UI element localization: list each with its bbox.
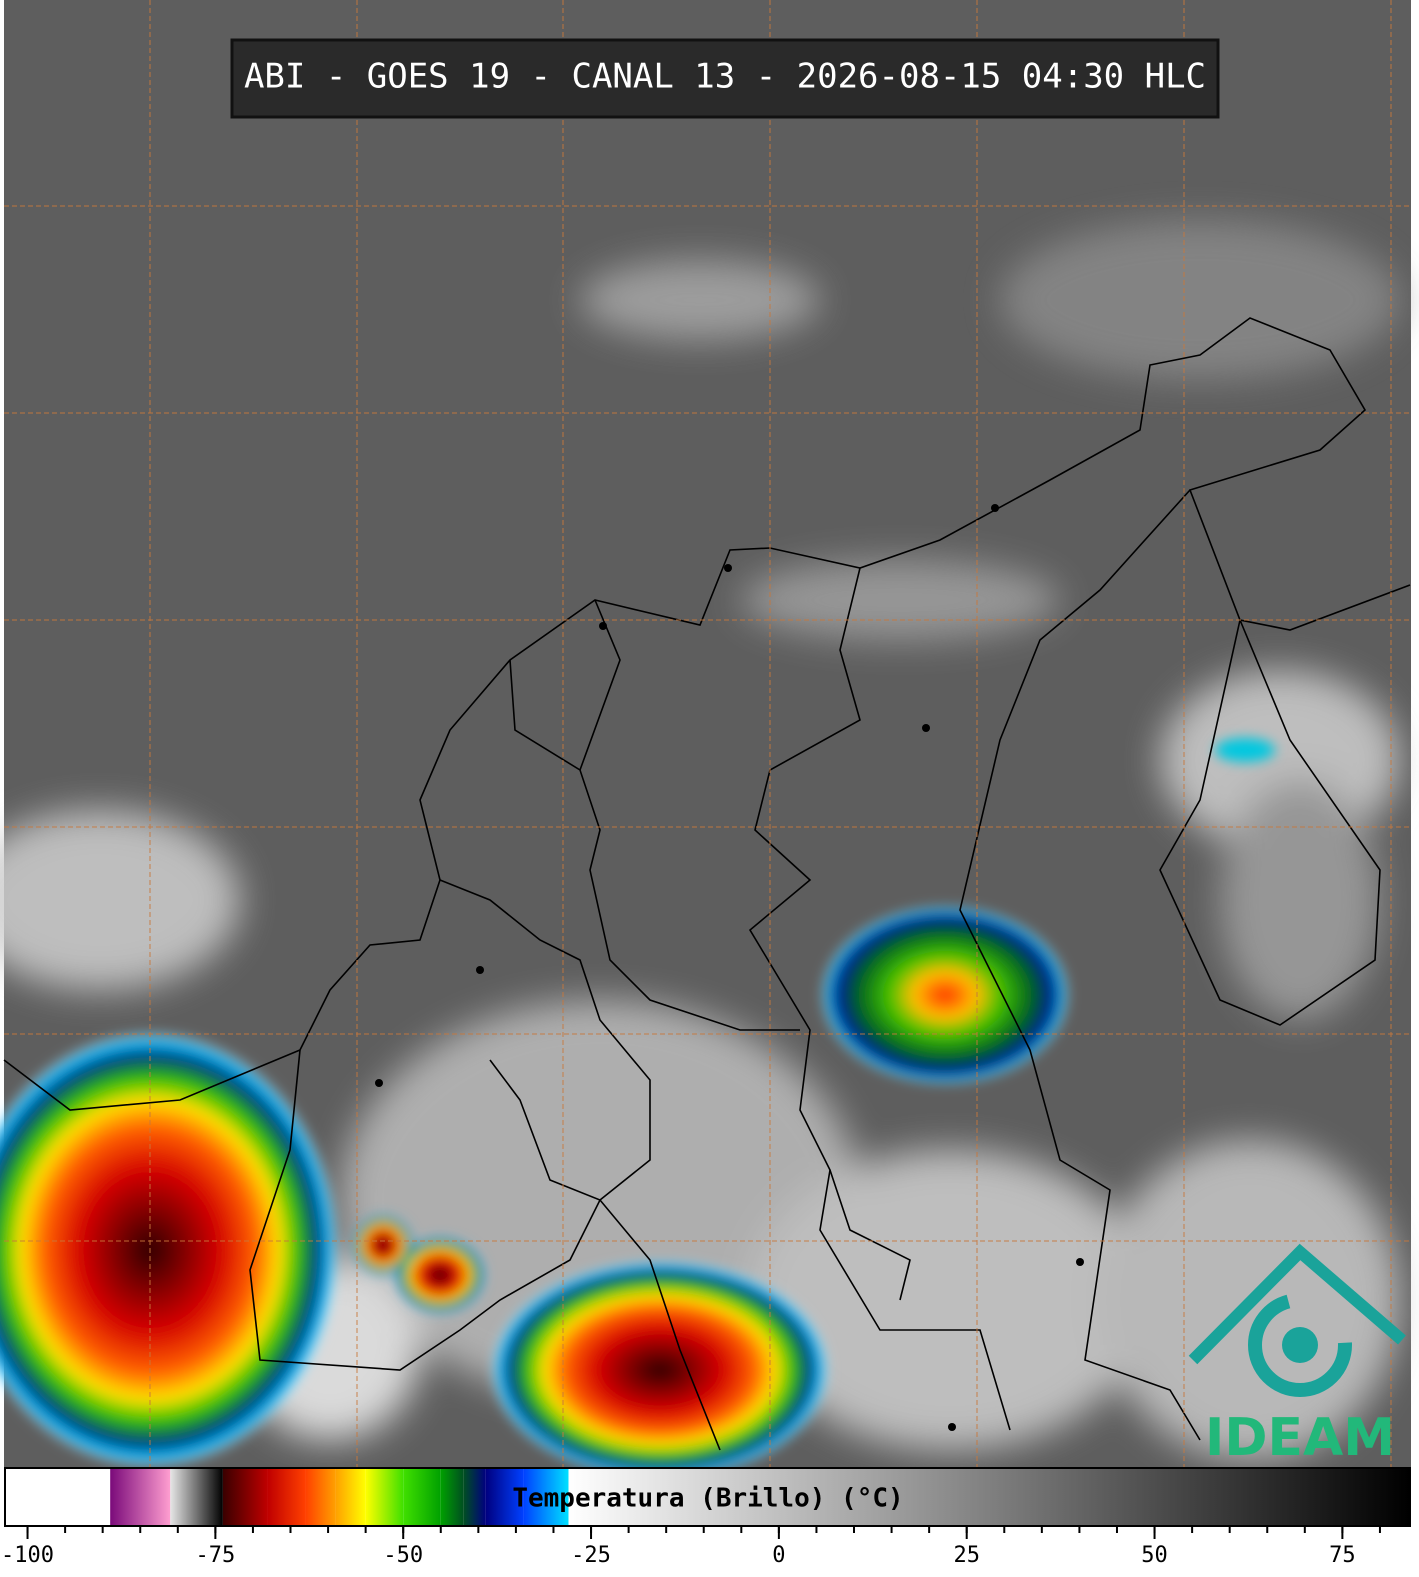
tick-label: 50	[1141, 1543, 1168, 1568]
colorbar-segment	[222, 1468, 268, 1526]
colorbar-segment	[485, 1468, 524, 1526]
title-box	[230, 38, 1220, 119]
colorbar-segment	[5, 1468, 111, 1526]
colorbar-segment	[335, 1468, 366, 1526]
colorbar-segment	[440, 1468, 464, 1526]
colorbar-segment	[403, 1468, 441, 1526]
title: ABI - GOES 19 - CANAL 13 - 2026-08-15 04…	[244, 57, 1206, 97]
tick-label: 75	[1329, 1543, 1356, 1568]
colorbar-segment	[110, 1468, 171, 1526]
logo: IDEAM	[1188, 1243, 1406, 1468]
satellite-image	[0, 0, 1411, 1480]
colorbar-segment	[463, 1468, 486, 1526]
colorbar-segment	[170, 1468, 223, 1526]
colorbar-segment	[523, 1468, 569, 1526]
colorbar-segment	[365, 1468, 404, 1526]
colorbar-label: Temperatura (Brillo) (°C)	[512, 1484, 903, 1514]
colorbar: Temperatura (Brillo) (°C) -100 -75 -50 -25 0 2…	[1, 1467, 1411, 1568]
tick-label: -50	[383, 1543, 423, 1568]
colorbar-frame	[4, 1467, 1411, 1527]
tick-label: -25	[571, 1543, 611, 1568]
tick-label: 25	[953, 1543, 980, 1568]
tick-label: -75	[195, 1543, 235, 1568]
tick-label: 0	[772, 1543, 785, 1568]
tick-label: -100	[1, 1543, 54, 1568]
logo-text: IDEAM	[1205, 1408, 1395, 1468]
colorbar-segment	[305, 1468, 336, 1526]
colorbar-segment	[267, 1468, 306, 1526]
colorbar-segment	[568, 1468, 1410, 1526]
